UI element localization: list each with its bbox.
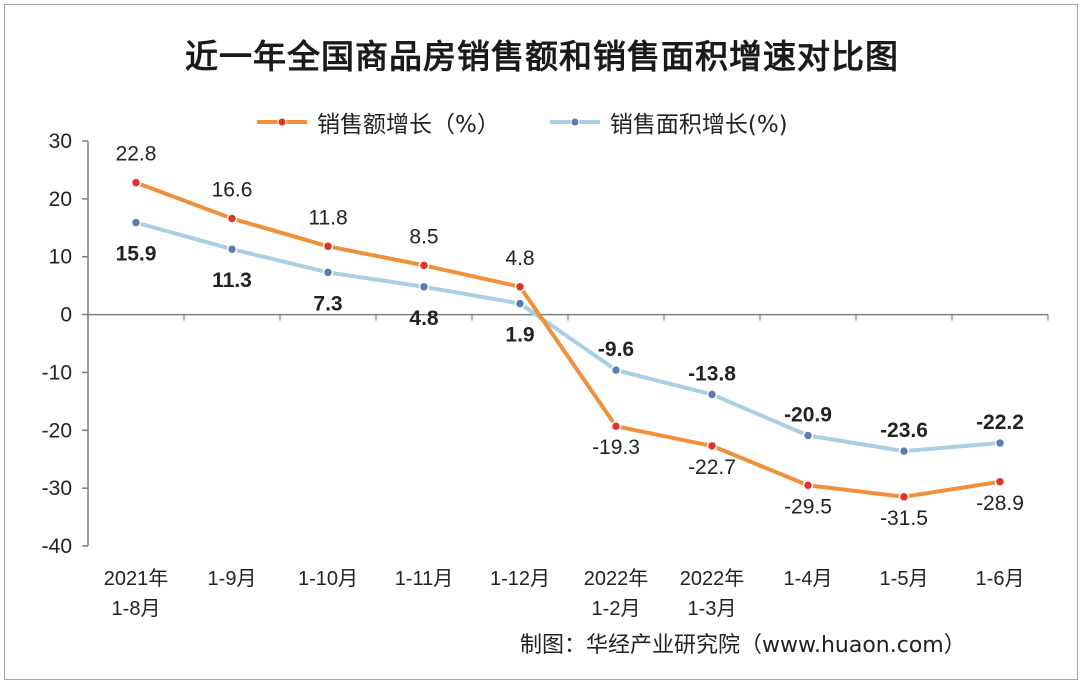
x-tick-label: 2022年 1-3月 [680, 567, 745, 620]
data-point-sales [514, 281, 526, 293]
data-label-sales: 4.8 [505, 247, 534, 270]
data-label-area: 15.9 [116, 243, 157, 266]
data-point-area [418, 281, 430, 293]
data-point-sales [898, 491, 910, 503]
data-point-sales [322, 241, 334, 252]
y-tick-label: 0 [60, 304, 72, 327]
chart-legend: 销售额增长（%） 销售面积增长(%) [255, 104, 788, 140]
series-line-area [135, 220, 1001, 454]
legend-label-sales: 销售额增长（%） [317, 112, 500, 138]
x-tick-label: 1-10月 [298, 568, 358, 590]
y-tick-label: 30 [49, 130, 72, 153]
y-tick-label: -40 [42, 535, 72, 558]
data-point-sales [706, 440, 718, 452]
data-label-sales: 22.8 [116, 143, 157, 166]
data-label-sales: -31.5 [880, 507, 928, 530]
data-label-sales: 11.8 [308, 206, 347, 229]
x-tick-label: 1-4月 [784, 568, 833, 590]
data-point-sales [802, 480, 814, 491]
data-label-sales: -29.5 [784, 495, 832, 518]
data-point-area [322, 267, 334, 278]
data-point-sales [418, 260, 430, 271]
data-label-area: 7.3 [313, 292, 342, 315]
data-label-area: -13.8 [688, 362, 736, 385]
data-point-area [130, 217, 142, 228]
data-point-sales [226, 213, 238, 224]
data-point-sales [130, 177, 142, 188]
legend-item-sales: 销售额增长（%） [255, 105, 500, 139]
data-label-sales: -28.9 [976, 492, 1024, 515]
data-label-sales: -22.7 [688, 456, 736, 479]
data-point-area [706, 389, 718, 400]
data-label-area: -9.6 [598, 338, 634, 361]
data-point-area [226, 243, 238, 255]
x-tick-label: 1-5月 [880, 568, 929, 590]
chart-title: 近一年全国商品房销售额和销售面积增速对比图 [185, 37, 899, 76]
data-point-area [898, 445, 910, 457]
legend-label-area: 销售面积增长(%) [609, 112, 788, 138]
data-label-area: 1.9 [505, 324, 534, 347]
data-point-area [514, 298, 526, 309]
data-point-area [802, 430, 814, 441]
data-label-sales: -19.3 [592, 436, 640, 459]
data-label-area: -23.6 [880, 419, 928, 442]
y-tick-label: -20 [42, 419, 72, 442]
data-point-sales [994, 476, 1006, 488]
x-tick-label: 2022年 1-2月 [584, 567, 649, 620]
series-line-sales [135, 180, 1001, 499]
x-tick-label: 1-9月 [208, 568, 257, 590]
x-tick-label: 1-12月 [490, 568, 550, 590]
data-point-area [994, 437, 1006, 449]
y-tick-label: -10 [42, 361, 72, 384]
data-point-area [610, 364, 622, 376]
data-label-area: -20.9 [784, 403, 832, 426]
data-point-sales [610, 420, 622, 432]
x-tick-label: 1-11月 [395, 568, 454, 590]
data-label-area: -22.2 [976, 411, 1024, 434]
y-tick-label: 20 [49, 188, 72, 211]
data-label-sales: 16.6 [212, 179, 253, 202]
x-tick-label: 1-6月 [976, 568, 1025, 590]
y-tick-label: 10 [49, 246, 72, 269]
y-tick-label: -30 [42, 477, 72, 500]
data-label-area: 11.3 [212, 269, 252, 292]
x-tick-label: 2021年 1-8月 [104, 567, 169, 620]
chart-frame [4, 4, 1078, 680]
data-label-sales: 8.5 [409, 225, 438, 248]
legend-swatch-sales [257, 117, 307, 127]
data-label-area: 4.8 [409, 307, 439, 330]
legend-swatch-area [549, 117, 600, 127]
source-credit: 制图：华经产业研究院（www.huaon.com） [520, 633, 966, 658]
legend-item-area: 销售面积增长(%) [548, 105, 788, 139]
